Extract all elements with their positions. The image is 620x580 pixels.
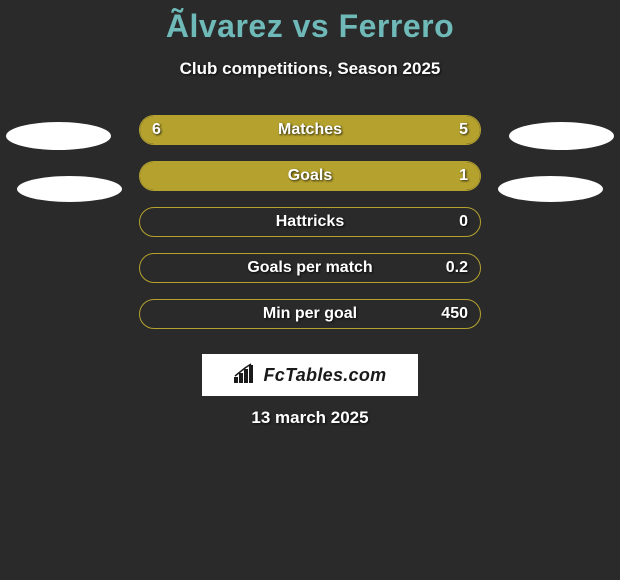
card-subtitle: Club competitions, Season 2025 bbox=[0, 59, 620, 79]
card-date: 13 march 2025 bbox=[0, 408, 620, 428]
stat-row: 6 5 Matches bbox=[0, 107, 620, 153]
bar-right bbox=[140, 162, 480, 190]
bar-track bbox=[139, 115, 481, 145]
bar-right bbox=[327, 116, 480, 144]
bar-chart-icon bbox=[234, 363, 258, 388]
stat-right-value: 450 bbox=[441, 299, 468, 329]
bar-track bbox=[139, 253, 481, 283]
stat-row: 1 Goals bbox=[0, 153, 620, 199]
stat-row: 0 Hattricks bbox=[0, 199, 620, 245]
source-logo: FcTables.com bbox=[202, 354, 418, 396]
bar-track bbox=[139, 299, 481, 329]
stat-row: 0.2 Goals per match bbox=[0, 245, 620, 291]
stat-left-value: 6 bbox=[152, 115, 161, 145]
stat-right-value: 0 bbox=[459, 207, 468, 237]
bar-track bbox=[139, 207, 481, 237]
card-title: Ãlvarez vs Ferrero bbox=[0, 0, 620, 45]
stat-rows: 6 5 Matches 1 Goals 0 Hattricks bbox=[0, 107, 620, 337]
comparison-card: Ãlvarez vs Ferrero Club competitions, Se… bbox=[0, 0, 620, 580]
stat-right-value: 0.2 bbox=[446, 253, 468, 283]
stat-row: 450 Min per goal bbox=[0, 291, 620, 337]
bar-track bbox=[139, 161, 481, 191]
source-logo-text: FcTables.com bbox=[264, 365, 387, 386]
stat-right-value: 1 bbox=[459, 161, 468, 191]
bar-left bbox=[140, 116, 327, 144]
stat-right-value: 5 bbox=[459, 115, 468, 145]
